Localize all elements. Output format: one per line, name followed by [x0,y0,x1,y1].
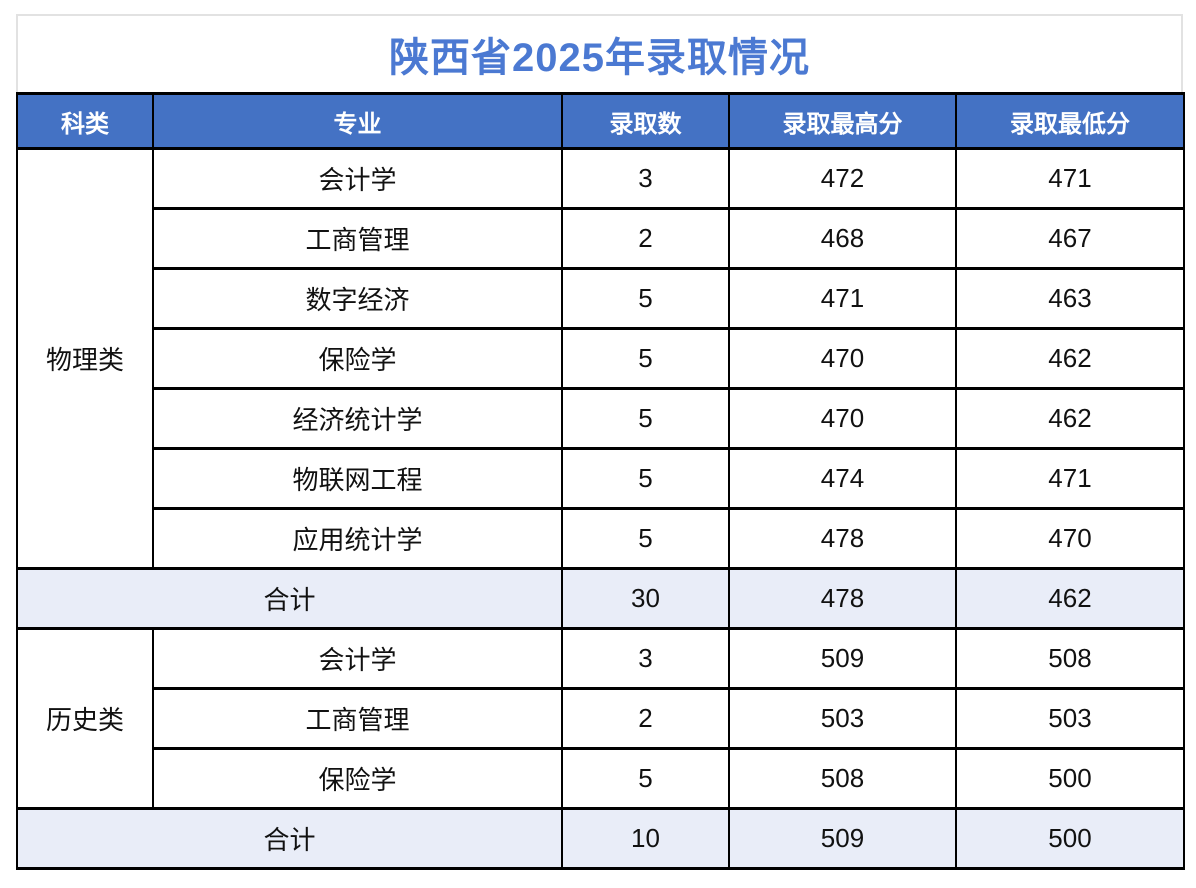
major-cell: 会计学 [152,627,563,690]
max-score-cell: 478 [728,507,957,570]
major-cell: 应用统计学 [152,507,563,570]
header-cell-min-score: 录取最低分 [955,92,1185,150]
table-row: 历史类 会计学 3 509 508 [16,627,1185,810]
title-box: 陕西省2025年录取情况 [16,14,1183,92]
total-min-score-cell: 462 [955,567,1185,630]
max-score-cell: 468 [728,207,957,270]
header-cell-major: 专业 [152,92,563,150]
min-score-cell: 462 [955,387,1185,450]
min-score-cell: 471 [955,147,1185,210]
max-score-cell: 503 [728,687,957,750]
major-cell: 工商管理 [152,687,563,750]
table-row: 经济统计学 5 470 462 [17,387,1185,450]
major-cell: 经济统计学 [152,387,563,450]
table-row: 保险学 5 470 462 [17,327,1185,390]
count-cell: 5 [561,747,730,810]
total-row-history: 合计 10 509 500 [16,807,1185,870]
table-row: 物理类 会计学 3 472 471 [16,147,1185,570]
count-cell: 2 [561,687,730,750]
max-score-cell: 471 [728,267,957,330]
total-label-cell: 合计 [16,807,563,870]
table-row: 工商管理 2 468 467 [17,207,1185,270]
total-max-score-cell: 478 [728,567,957,630]
max-score-cell: 470 [728,327,957,390]
major-cell: 数字经济 [152,267,563,330]
max-score-cell: 509 [728,627,957,690]
page-title: 陕西省2025年录取情况 [389,36,810,80]
category-cell-physics: 物理类 [16,147,154,570]
max-score-cell: 508 [728,747,957,810]
max-score-cell: 472 [728,147,957,210]
min-score-cell: 467 [955,207,1185,270]
total-count-cell: 30 [561,567,730,630]
count-cell: 5 [561,267,730,330]
total-row-physics: 合计 30 478 462 [16,567,1185,630]
min-score-cell: 503 [955,687,1185,750]
count-cell: 5 [561,327,730,390]
table-row: 保险学 5 508 500 [17,747,1185,810]
total-count-cell: 10 [561,807,730,870]
table-row: 数字经济 5 471 463 [17,267,1185,330]
count-cell: 2 [561,207,730,270]
category-cell-history: 历史类 [16,627,154,810]
max-score-cell: 470 [728,387,957,450]
min-score-cell: 508 [955,627,1185,690]
min-score-cell: 471 [955,447,1185,510]
major-cell: 工商管理 [152,207,563,270]
count-cell: 3 [561,627,730,690]
total-min-score-cell: 500 [955,807,1185,870]
table-row: 物联网工程 5 474 471 [17,447,1185,510]
min-score-cell: 463 [955,267,1185,330]
count-cell: 5 [561,387,730,450]
count-cell: 5 [561,507,730,570]
table-row: 工商管理 2 503 503 [17,687,1185,750]
page-container: 陕西省2025年录取情况 科类 专业 录取数 录取最高分 录取最低分 物理类 会… [16,14,1185,870]
major-cell: 保险学 [152,327,563,390]
major-cell: 会计学 [152,147,563,210]
header-cell-count: 录取数 [561,92,730,150]
major-cell: 保险学 [152,747,563,810]
total-label-cell: 合计 [16,567,563,630]
count-cell: 5 [561,447,730,510]
table-row: 应用统计学 5 478 470 [17,507,1185,570]
total-max-score-cell: 509 [728,807,957,870]
min-score-cell: 470 [955,507,1185,570]
major-cell: 物联网工程 [152,447,563,510]
count-cell: 3 [561,147,730,210]
admission-score-table: 科类 专业 录取数 录取最高分 录取最低分 物理类 会计学 3 472 471 … [16,92,1185,870]
min-score-cell: 500 [955,747,1185,810]
header-cell-max-score: 录取最高分 [728,92,957,150]
min-score-cell: 462 [955,327,1185,390]
header-cell-category: 科类 [16,92,154,150]
max-score-cell: 474 [728,447,957,510]
table-header-row: 科类 专业 录取数 录取最高分 录取最低分 [16,92,1185,150]
